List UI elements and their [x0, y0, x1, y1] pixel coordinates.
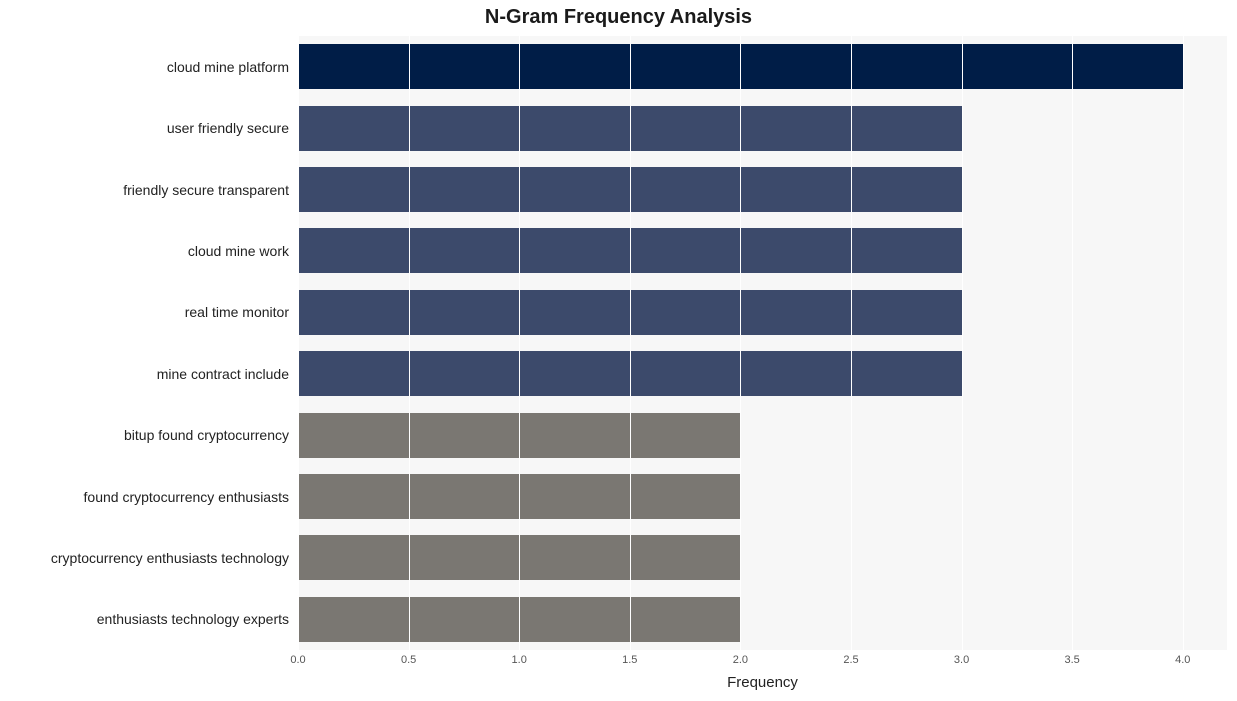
ngram-chart: N-Gram Frequency Analysis Frequency clou… [0, 0, 1237, 701]
x-tick-label: 3.0 [954, 654, 969, 666]
y-tick-label: cloud mine work [188, 243, 289, 259]
x-tick-label: 2.5 [843, 654, 858, 666]
gridline [519, 36, 520, 650]
x-tick-label: 2.0 [733, 654, 748, 666]
y-tick-label: mine contract include [157, 366, 289, 382]
y-tick-label: user friendly secure [167, 120, 289, 136]
y-tick-label: real time monitor [185, 304, 289, 320]
gridline [1072, 36, 1073, 650]
y-tick-label: friendly secure transparent [123, 182, 289, 198]
y-tick-label: enthusiasts technology experts [97, 611, 289, 627]
gridline [409, 36, 410, 650]
x-tick-label: 1.5 [622, 654, 637, 666]
y-tick-label: cryptocurrency enthusiasts technology [51, 550, 289, 566]
gridline [740, 36, 741, 650]
x-tick-label: 4.0 [1175, 654, 1190, 666]
x-tick-label: 0.5 [401, 654, 416, 666]
gridline [1183, 36, 1184, 650]
x-tick-label: 0.0 [290, 654, 305, 666]
y-tick-label: bitup found cryptocurrency [124, 427, 289, 443]
gridline [962, 36, 963, 650]
x-tick-label: 1.0 [512, 654, 527, 666]
chart-title: N-Gram Frequency Analysis [0, 6, 1237, 29]
gridline [298, 36, 299, 650]
gridline [630, 36, 631, 650]
plot-area [298, 36, 1227, 650]
x-tick-label: 3.5 [1065, 654, 1080, 666]
y-tick-label: cloud mine platform [167, 59, 289, 75]
gridline [851, 36, 852, 650]
x-axis-label: Frequency [298, 674, 1227, 691]
y-tick-label: found cryptocurrency enthusiasts [84, 489, 289, 505]
